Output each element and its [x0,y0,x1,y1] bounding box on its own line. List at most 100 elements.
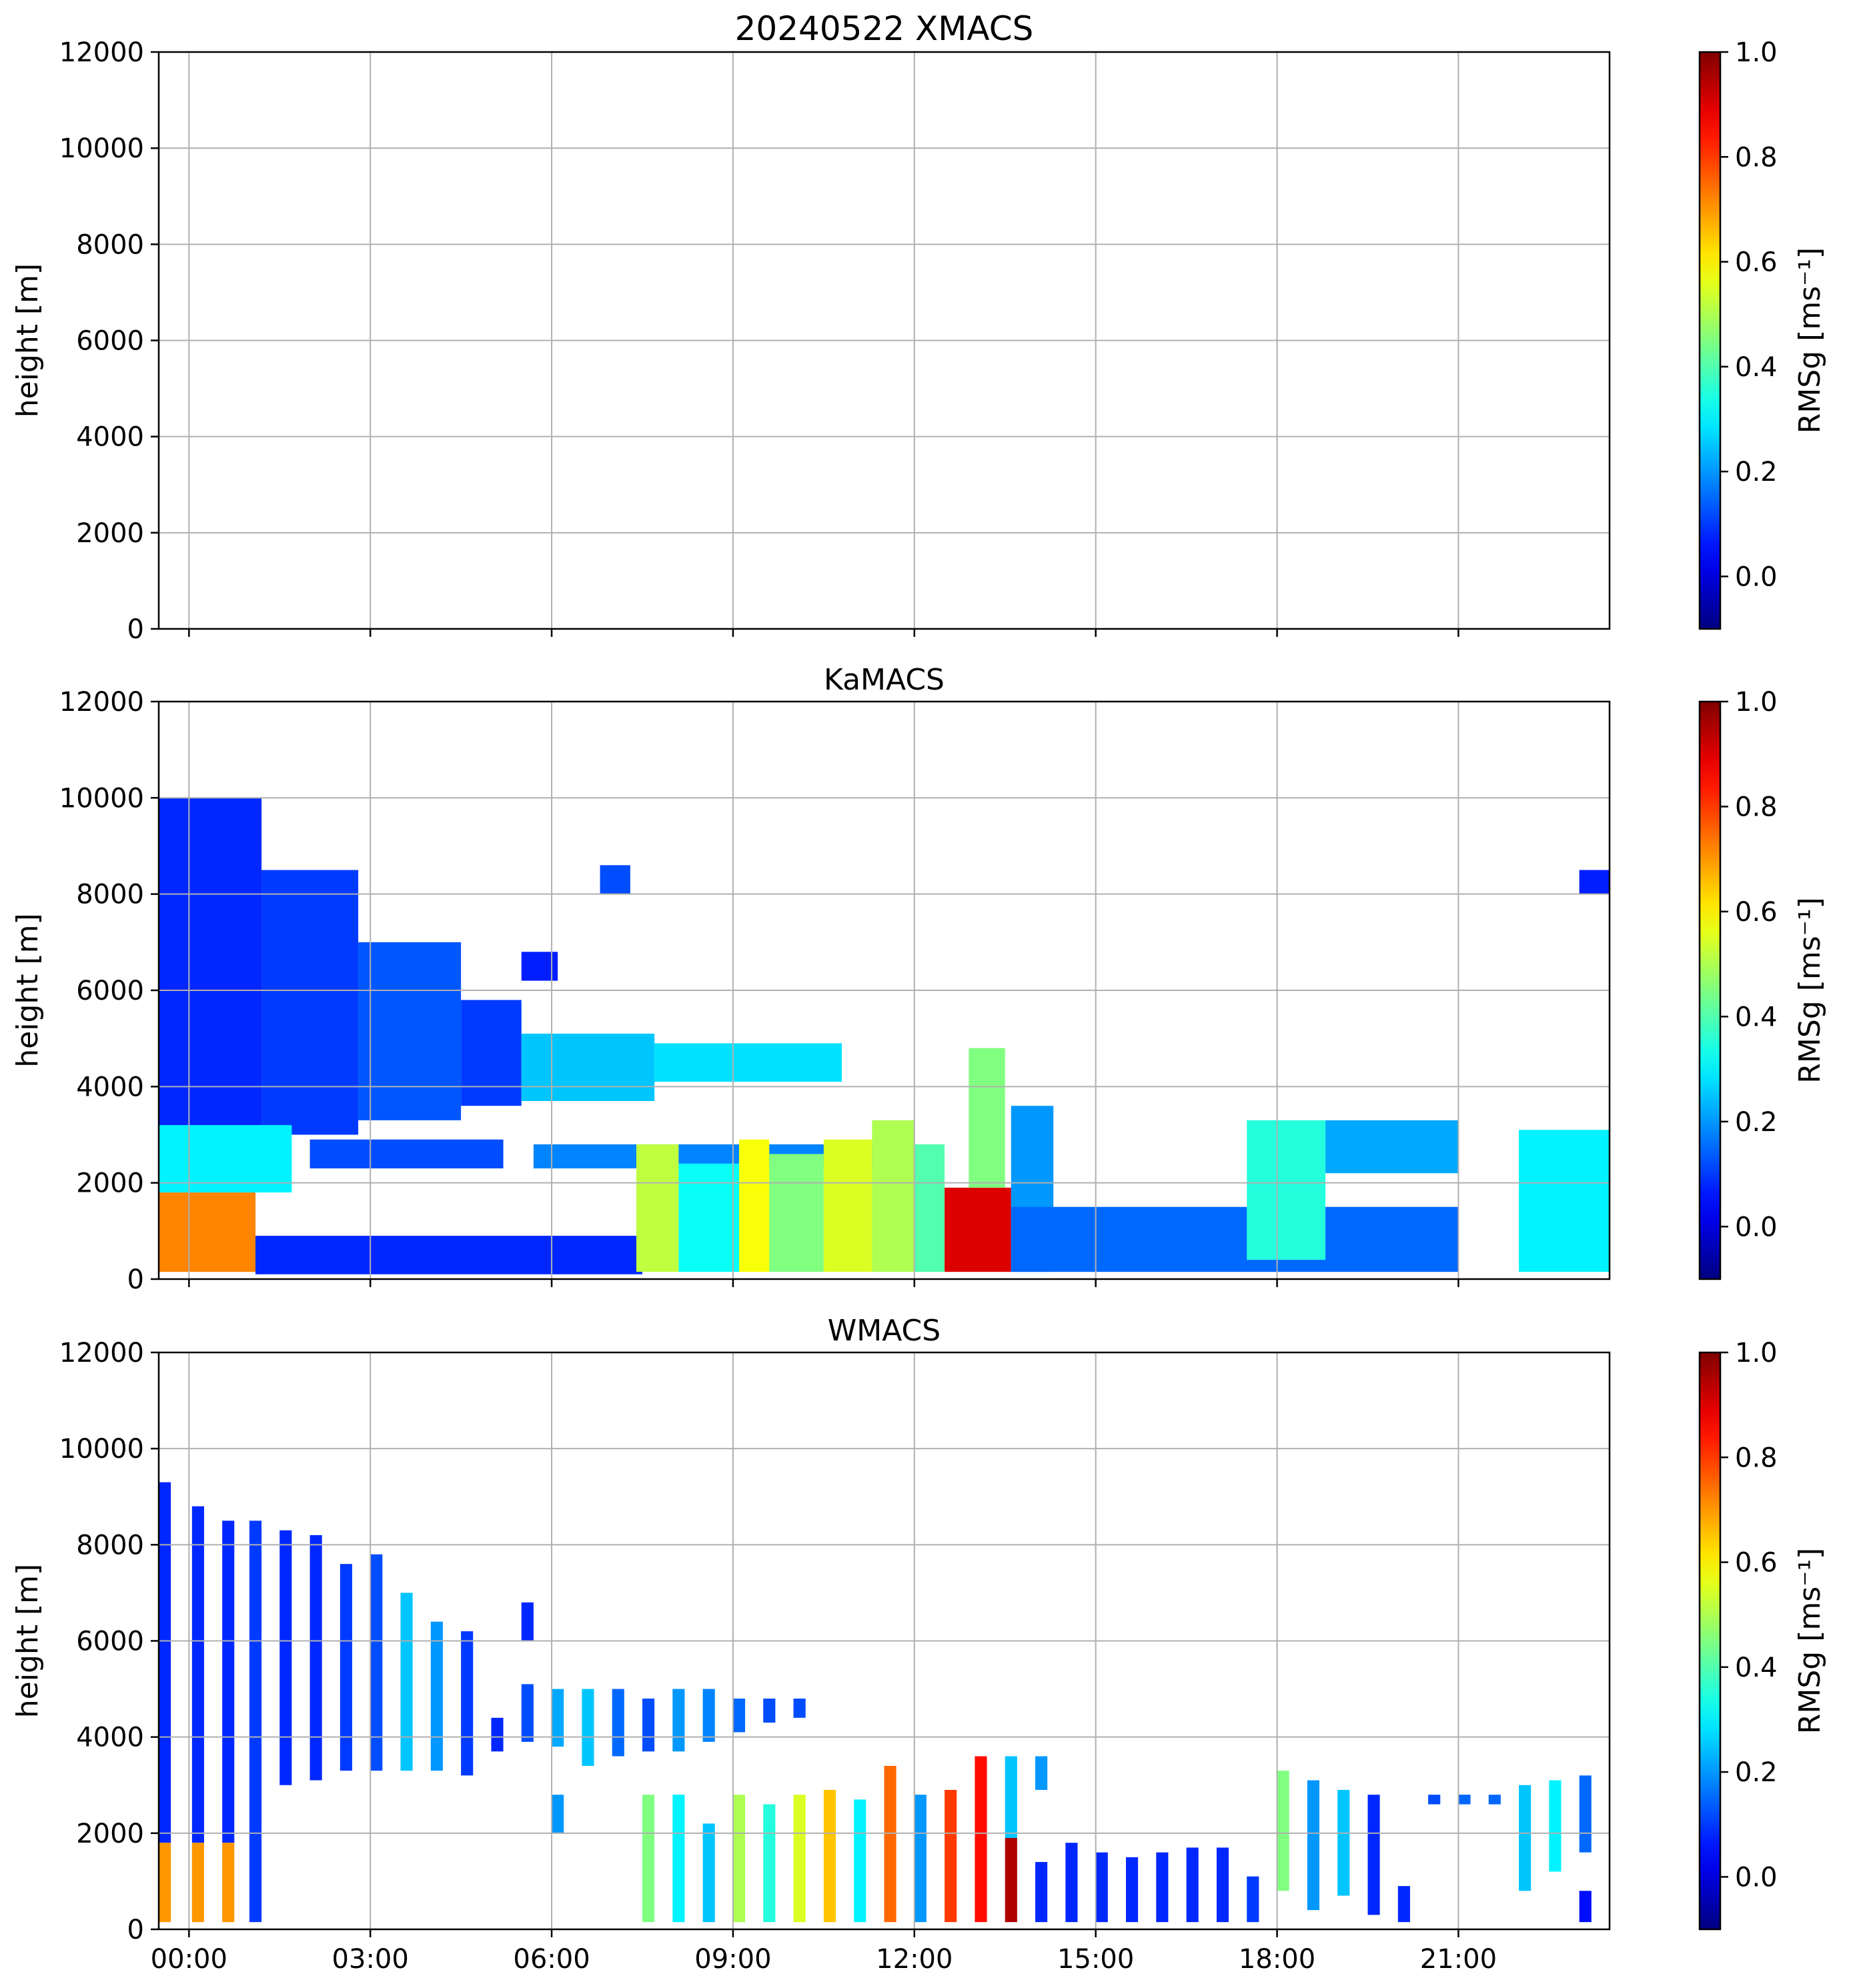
echo-scan-strip [191,1843,204,1923]
echo-scan-strip [582,1689,594,1766]
echo-scan-strip [1126,1857,1139,1923]
colorbar: 0.0 0.2 0.4 0.6 0.8 1.0 RMSg [ms⁻¹] [1698,37,1827,630]
echo-layer [159,798,1610,1274]
x-tick-label: 15:00 [1057,1944,1134,1975]
y-tick-label: 10000 [59,783,144,814]
y-tick-label: 2000 [76,518,144,549]
y-tick-label: 8000 [76,880,144,910]
echo-scan-strip [340,1564,352,1771]
echo-scan-strip [521,1684,534,1742]
colorbar-tick-label: 0.8 [1735,792,1778,822]
echo-scan-strip [400,1593,413,1771]
echo-low-cloud [159,1192,255,1272]
colorbar-tick-label: 0.2 [1735,1757,1778,1788]
panel-title: KaMACS [824,663,945,697]
colorbar-tick-label: 0.0 [1735,1862,1778,1893]
colorbar-tick-label: 0.2 [1735,457,1778,487]
y-tick-label: 6000 [76,326,144,357]
echo-scan-strip [461,1631,474,1776]
echo-scan-strip [702,1689,715,1742]
echo-upper-cloud [159,798,262,1144]
colorbar-tick-label: 0.4 [1735,352,1778,383]
x-tick-label: 18:00 [1239,1944,1315,1975]
echo-scan-strip [763,1699,776,1723]
y-tick-label: 6000 [76,976,144,1006]
echo-scan-strip [552,1795,564,1833]
echo-scan-strip [191,1506,204,1843]
colorbar: 0.0 0.2 0.4 0.6 0.8 1.0 RMSg [ms⁻¹] [1698,687,1827,1280]
echo-scan-strip [159,1482,171,1843]
echo-convective-column [872,1120,914,1272]
colorbar-tick-label: 1.0 [1735,37,1778,68]
colorbar-scale [1698,51,1722,630]
echo-scan-strip [1005,1756,1017,1839]
echo-scan-strip [279,1530,292,1785]
panel-2: 0 2000 4000 6000 8000 10000 12000 KaMACS height … [11,663,1827,1295]
colorbar-tick-label: 0.6 [1735,1548,1778,1579]
echo-scan-strip [310,1535,322,1781]
colorbar-label: RMSg [ms⁻¹] [1793,1548,1827,1734]
echo-scan-strip [1428,1795,1441,1805]
colorbar-label: RMSg [ms⁻¹] [1793,897,1827,1083]
echo-scan-strip [945,1789,957,1923]
echo-scan-strip [1216,1847,1229,1923]
y-tick-label: 12000 [59,1338,144,1368]
colorbar-tick-label: 0.4 [1735,1002,1778,1032]
echo-scan-strip [222,1843,235,1923]
colorbar-tick-label: 0.8 [1735,1442,1778,1473]
panel-title: 20240522 XMACS [735,9,1034,48]
echo-scan-strip [642,1699,655,1752]
echo-scan-strip [552,1689,564,1747]
y-tick-label: 12000 [59,687,144,718]
echo-convective-column [769,1154,824,1272]
echo-scan-strip [430,1621,443,1771]
echo-convective-column [945,1187,1011,1272]
colorbar-tick-label: 0.2 [1735,1107,1778,1138]
y-tick-label: 0 [127,614,144,645]
echo-scan-strip [884,1765,896,1923]
colorbar-scale [1698,1351,1722,1931]
echo-scan-strip [763,1804,776,1923]
panel-3: 0 2000 4000 6000 8000 10000 12000 00:00 03:00 06:… [11,1314,1827,1975]
echo-layer [159,1482,1592,1923]
echo-scan-strip [1397,1886,1410,1923]
y-axis-label: height [m] [11,263,45,417]
echo-scan-strip [672,1795,685,1923]
panel-1: 0 2000 4000 6000 8000 10000 12000 20240522 XMAC… [11,9,1827,645]
echo-scan-strip [1095,1852,1108,1923]
echo-scan-strip [249,1521,262,1923]
y-tick-label: 10000 [59,133,144,164]
colorbar-tick-label: 0.6 [1735,247,1778,278]
colorbar-scale [1698,700,1722,1280]
echo-scan-strip [1035,1862,1048,1923]
panel-title: WMACS [828,1314,941,1348]
echo-scan-strip [702,1823,715,1923]
echo-boundary-layer [255,1236,642,1274]
echo-scan-strip [370,1554,383,1771]
echo-scan-strip [1156,1852,1169,1923]
echo-convective-tower [969,1048,1005,1188]
echo-scan-strip [732,1699,746,1733]
colorbar-tick-label: 1.0 [1735,687,1778,718]
y-tick-label: 8000 [76,229,144,260]
echo-mid-layer [521,1033,655,1101]
y-tick-label: 12000 [59,37,144,68]
colorbar-label: RMSg [ms⁻¹] [1793,247,1827,433]
echo-scan-strip [672,1689,685,1752]
colorbar: 0.0 0.2 0.4 0.6 0.8 1.0 RMSg [ms⁻¹] [1698,1338,1827,1931]
echo-upper-cloud [261,870,359,1135]
echo-scan-strip [1065,1843,1078,1923]
echo-scan-strip [914,1795,927,1923]
echo-convective-column [823,1139,872,1272]
y-tick-label: 4000 [76,422,144,453]
echo-scan-strip [1277,1771,1289,1891]
y-tick-label: 0 [127,1264,144,1295]
echo-low-cloud [159,1125,292,1193]
echo-scan-strip [612,1689,624,1757]
y-tick-label: 0 [127,1915,144,1945]
x-tick-label: 06:00 [513,1944,590,1975]
y-tick-label: 6000 [76,1627,144,1657]
echo-scan-strip [1247,1876,1259,1923]
echo-scan-strip [1488,1795,1501,1805]
